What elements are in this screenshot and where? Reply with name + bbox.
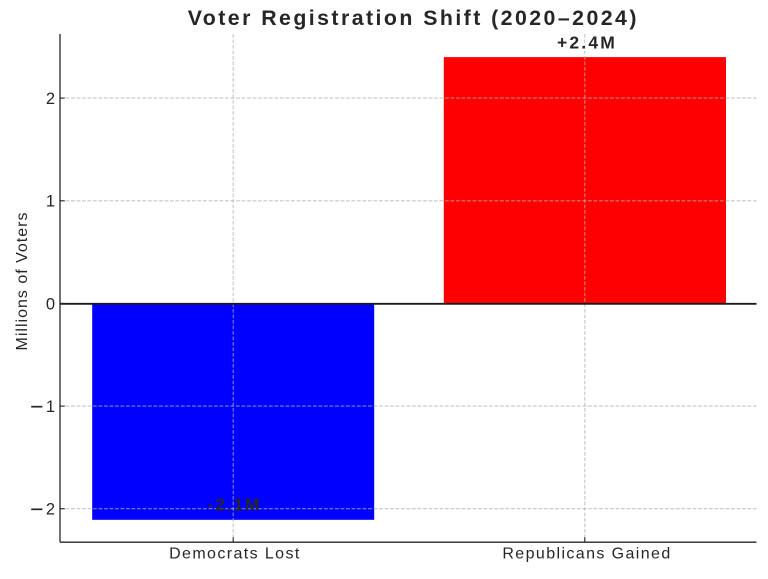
svg-text:Republicans Gained: Republicans Gained — [502, 546, 671, 563]
svg-text:Voter Registration Shift (2020: Voter Registration Shift (2020–2024) — [188, 6, 639, 30]
svg-text:1: 1 — [46, 193, 55, 211]
svg-text:2: 2 — [46, 90, 55, 108]
svg-text:+2.4M: +2.4M — [557, 33, 617, 53]
svg-text:0: 0 — [46, 295, 55, 313]
svg-text:-2.1M: -2.1M — [208, 495, 262, 515]
svg-text:Democrats Lost: Democrats Lost — [169, 546, 301, 563]
svg-text:1: 1 — [46, 398, 55, 416]
svg-text:Millions of Voters: Millions of Voters — [14, 212, 31, 351]
svg-text:2: 2 — [46, 501, 55, 519]
